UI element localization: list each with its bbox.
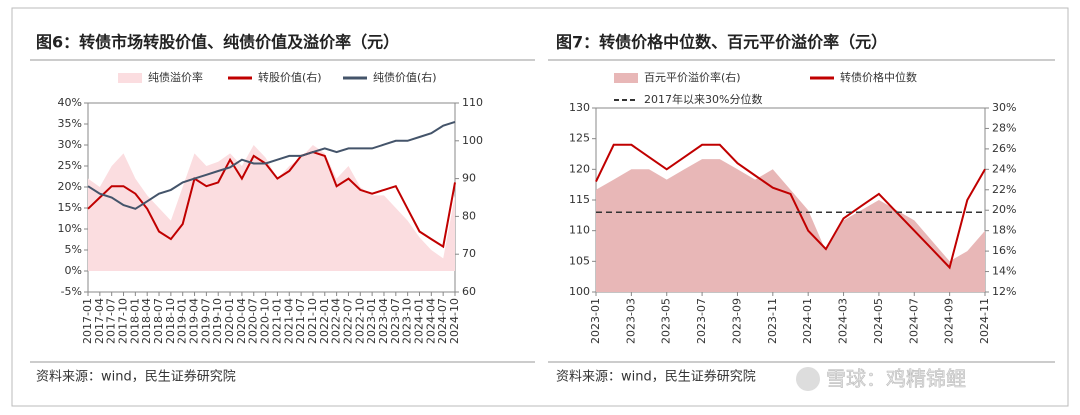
x-tick-label: 2017-07 <box>105 298 118 344</box>
x-tick-label: 2019-04 <box>188 298 201 344</box>
y2-tick-label: 90 <box>462 172 476 185</box>
legend-swatch <box>118 73 142 83</box>
y-tick-label: 15% <box>58 201 82 214</box>
frame <box>11 7 1069 407</box>
x-tick-label: 2023-09 <box>730 298 743 344</box>
x-tick-label: 2024-01 <box>412 298 425 344</box>
y-tick-label: 30% <box>58 138 82 151</box>
source: 资料来源：wind，民生证券研究院 <box>36 369 236 385</box>
x-tick-label: 2024-07 <box>907 298 920 344</box>
line <box>87 151 456 249</box>
y2-tick-label: 26% <box>992 142 1016 155</box>
legend-label: 转股价值(右) <box>258 70 322 84</box>
x-tick-label: 2021-01 <box>270 298 283 344</box>
y2-tick-label: 80 <box>462 209 476 222</box>
watermark-icon <box>796 367 820 391</box>
x-tick-label: 2022-07 <box>341 298 354 344</box>
y-tick-label: 120 <box>569 162 590 175</box>
y-tick-label: 100 <box>569 285 590 298</box>
y-tick-label: 105 <box>569 254 590 267</box>
x-tick-label: 2021-10 <box>306 298 319 344</box>
legend-label: 纯债价值(右) <box>373 70 437 84</box>
y2-tick-label: 12% <box>992 285 1016 298</box>
x-tick-label: 2024-09 <box>943 298 956 344</box>
y2-tick-label: 20% <box>992 203 1016 216</box>
x-tick-label: 2018-10 <box>164 298 177 344</box>
x-tick-label: 2023-04 <box>377 298 390 344</box>
x-tick-label: 2024-04 <box>424 298 437 344</box>
y-tick-label: 20% <box>58 180 82 193</box>
chart-title: 图7：转债价格中位数、百元平价溢价率（元） <box>556 33 887 52</box>
source: 资料来源：wind，民生证券研究院 <box>556 369 756 385</box>
x-tick-label: 2019-10 <box>211 298 224 344</box>
x-tick-label: 2019-07 <box>199 298 212 344</box>
x-tick-label: 2023-03 <box>624 298 637 344</box>
x-tick-label: 2023-07 <box>389 298 402 344</box>
y2-tick-label: 14% <box>992 265 1016 278</box>
x-tick-label: 2023-11 <box>766 298 779 344</box>
x-tick-label: 2017-10 <box>117 298 130 344</box>
x-tick-label: 2017-01 <box>81 298 94 344</box>
x-tick-label: 2020-07 <box>247 298 260 344</box>
x-tick-label: 2024-11 <box>978 298 991 344</box>
x-tick-label: 2020-10 <box>259 298 272 344</box>
y-tick-label: 125 <box>569 132 590 145</box>
y2-tick-label: 24% <box>992 162 1016 175</box>
line <box>87 120 456 210</box>
x-tick-label: 2023-01 <box>365 298 378 344</box>
chart-title: 图6：转债市场转股价值、纯债价值及溢价率（元） <box>36 33 399 52</box>
x-tick-label: 2021-07 <box>294 298 307 344</box>
x-tick-label: 2018-07 <box>152 298 165 344</box>
x-tick-label: 2024-01 <box>801 298 814 344</box>
y2-tick-label: 70 <box>462 247 476 260</box>
x-tick-label: 2019-01 <box>176 298 189 344</box>
y-tick-label: 10% <box>58 222 82 235</box>
x-tick-label: 2024-07 <box>436 298 449 344</box>
y2-tick-label: 16% <box>992 244 1016 257</box>
line <box>595 143 986 270</box>
legend-label: 百元平价溢价率(右) <box>644 70 741 84</box>
y-tick-label: 110 <box>569 224 590 237</box>
x-tick-label: 2023-07 <box>695 298 708 344</box>
x-tick-label: 2021-04 <box>282 298 295 344</box>
x-tick-label: 2022-04 <box>330 298 343 344</box>
watermark: 雪球：鸡精锦鲤 <box>826 367 966 391</box>
x-tick-label: 2023-05 <box>660 298 673 344</box>
x-tick-label: 2017-04 <box>93 298 106 344</box>
y2-tick-label: 28% <box>992 121 1016 134</box>
y-tick-label: 35% <box>58 117 82 130</box>
y-tick-label: 130 <box>569 101 590 114</box>
y-tick-label: 115 <box>569 193 590 206</box>
area <box>596 159 985 292</box>
x-tick-label: 2020-04 <box>235 298 248 344</box>
area <box>88 145 455 271</box>
y2-tick-label: 110 <box>462 96 483 109</box>
y-tick-label: 5% <box>65 243 82 256</box>
y-tick-label: -5% <box>61 285 82 298</box>
y-tick-label: 0% <box>65 264 82 277</box>
y-tick-label: 40% <box>58 96 82 109</box>
y2-tick-label: 60 <box>462 285 476 298</box>
legend-label: 转债价格中位数 <box>840 70 917 84</box>
y2-tick-label: 22% <box>992 183 1016 196</box>
x-tick-label: 2020-01 <box>223 298 236 344</box>
y2-tick-label: 18% <box>992 224 1016 237</box>
x-tick-label: 2018-04 <box>140 298 153 344</box>
legend-swatch <box>614 73 638 83</box>
y2-tick-label: 30% <box>992 101 1016 114</box>
y2-tick-label: 100 <box>462 134 483 147</box>
legend-label: 2017年以来30%分位数 <box>644 92 762 106</box>
legend-label: 纯债溢价率 <box>148 70 203 84</box>
x-tick-label: 2024-03 <box>837 298 850 344</box>
y-tick-label: 25% <box>58 159 82 172</box>
x-tick-label: 2022-10 <box>353 298 366 344</box>
x-tick-label: 2022-01 <box>318 298 331 344</box>
x-tick-label: 2024-10 <box>448 298 461 344</box>
x-tick-label: 2023-01 <box>589 298 602 344</box>
x-tick-label: 2018-01 <box>128 298 141 344</box>
x-tick-label: 2023-10 <box>401 298 414 344</box>
x-tick-label: 2024-05 <box>872 298 885 344</box>
